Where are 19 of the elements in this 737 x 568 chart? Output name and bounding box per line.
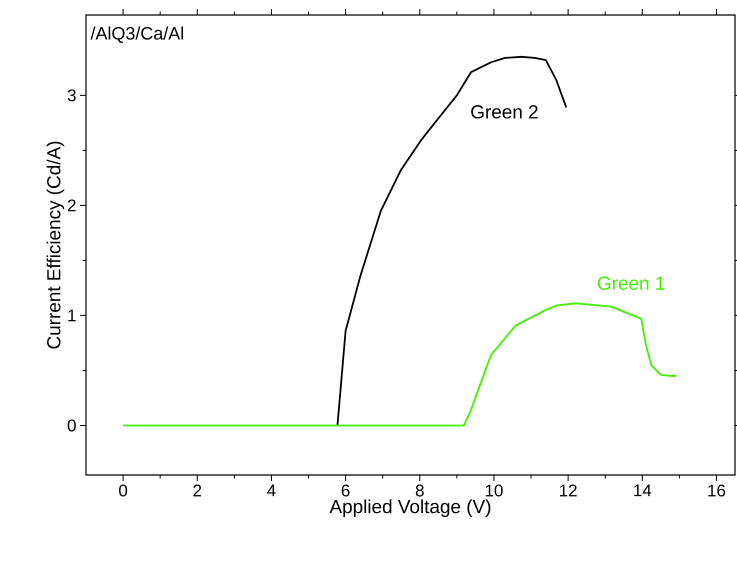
series-label: Green 2 bbox=[471, 105, 538, 119]
x-tick-label: 4 bbox=[267, 484, 276, 496]
x-tick-label: 10 bbox=[486, 484, 503, 497]
y-tick-label: 0 bbox=[68, 419, 76, 432]
series-label: Green 1 bbox=[598, 276, 664, 290]
y-tick-label: 2 bbox=[68, 199, 76, 212]
y-tick-label: 1 bbox=[68, 310, 76, 322]
annotation: /AlQ3/Ca/Al bbox=[90, 26, 183, 43]
y-tick-label: 3 bbox=[68, 89, 76, 102]
x-tick-label: 6 bbox=[342, 484, 350, 497]
x-axis-title: Applied Voltage (V) bbox=[330, 499, 490, 517]
x-tick-label: 8 bbox=[416, 484, 424, 497]
x-tick-label: 2 bbox=[193, 484, 202, 496]
x-tick-label: 14 bbox=[634, 484, 652, 496]
line-series bbox=[336, 56, 568, 426]
x-tick-label: 16 bbox=[708, 484, 726, 497]
x-tick-label: 0 bbox=[119, 484, 128, 497]
x-tick-label: 12 bbox=[560, 484, 577, 496]
y-axis-title: Current Efficiency (Cd/A) bbox=[46, 142, 64, 349]
